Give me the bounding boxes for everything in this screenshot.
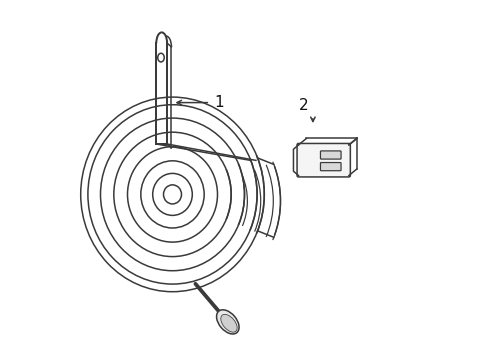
Ellipse shape — [216, 310, 239, 334]
Text: 2: 2 — [299, 98, 308, 113]
FancyBboxPatch shape — [320, 151, 340, 159]
Ellipse shape — [221, 314, 237, 332]
FancyBboxPatch shape — [296, 143, 349, 177]
FancyBboxPatch shape — [320, 163, 340, 171]
Text: 1: 1 — [213, 95, 223, 110]
